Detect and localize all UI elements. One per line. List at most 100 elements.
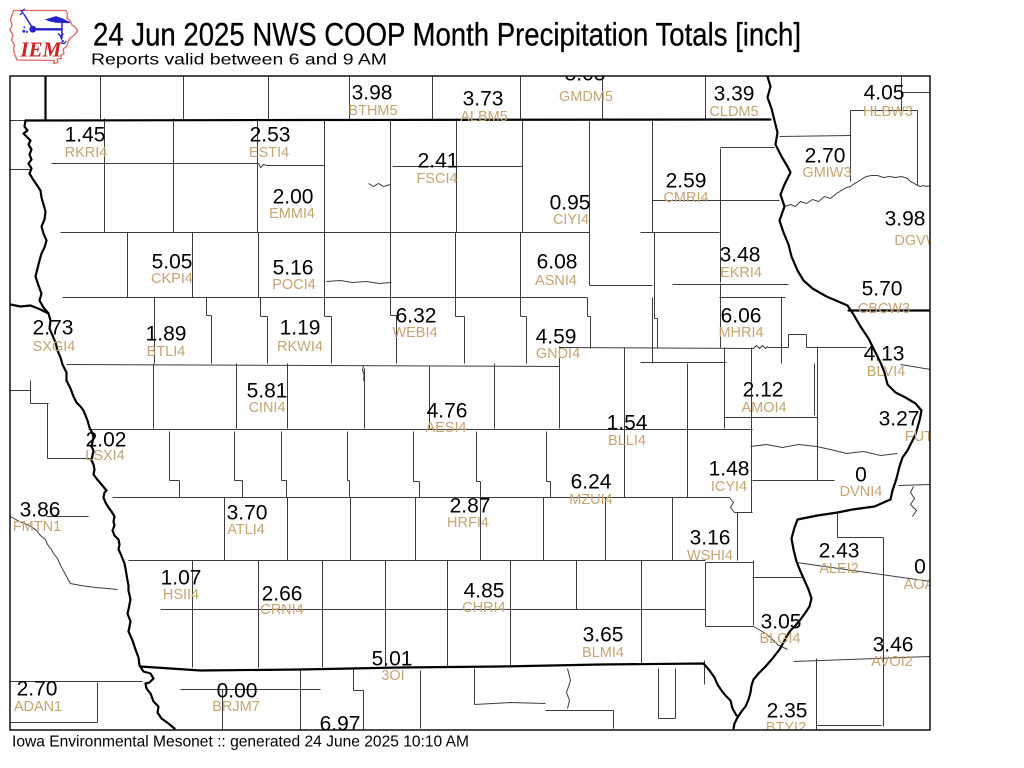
svg-text:0: 0 — [914, 556, 926, 579]
svg-text:GMDM5: GMDM5 — [559, 89, 613, 105]
svg-text:AMOI4: AMOI4 — [741, 400, 786, 416]
svg-text:MHRI4: MHRI4 — [718, 325, 763, 341]
svg-text:3.48: 3.48 — [720, 244, 761, 267]
svg-text:Iowa Environmental Mesonet ::: Iowa Environmental Mesonet :: generated … — [12, 734, 469, 751]
svg-text:ESTI4: ESTI4 — [249, 145, 289, 161]
svg-text:CLDM5: CLDM5 — [709, 104, 758, 120]
svg-text:ALEI2: ALEI2 — [819, 561, 859, 577]
svg-text:CINI4: CINI4 — [248, 400, 285, 416]
svg-text:HSII4: HSII4 — [163, 587, 199, 603]
svg-text:CMRI4: CMRI4 — [663, 190, 708, 206]
svg-text:MZUI4: MZUI4 — [569, 492, 613, 508]
svg-text:WEBI4: WEBI4 — [392, 325, 437, 341]
svg-text:3OI: 3OI — [381, 668, 404, 684]
svg-text:BLMI4: BLMI4 — [582, 645, 624, 661]
svg-text:BRJM7: BRJM7 — [212, 699, 260, 715]
svg-text:24 Jun 2025 NWS COOP Month Pre: 24 Jun 2025 NWS COOP Month Precipitation… — [93, 17, 801, 53]
svg-text:4.13: 4.13 — [864, 343, 905, 366]
svg-text:WSHI4: WSHI4 — [687, 548, 733, 564]
svg-text:1.45: 1.45 — [65, 124, 106, 147]
svg-text:2.59: 2.59 — [666, 170, 707, 193]
svg-text:RKRI4: RKRI4 — [65, 145, 108, 161]
svg-text:BLGI4: BLGI4 — [759, 631, 800, 647]
svg-text:0: 0 — [855, 464, 867, 487]
svg-text:2.02: 2.02 — [86, 429, 127, 452]
svg-text:3.39: 3.39 — [714, 83, 755, 106]
svg-text:1.19: 1.19 — [280, 317, 321, 340]
svg-text:ADAN1: ADAN1 — [14, 699, 62, 715]
svg-text:2.41: 2.41 — [418, 150, 459, 173]
svg-text:EKRI4: EKRI4 — [720, 265, 762, 281]
svg-text:AESI4: AESI4 — [425, 420, 466, 436]
svg-text:3.16: 3.16 — [690, 527, 731, 550]
svg-text:BLVI4: BLVI4 — [867, 364, 905, 380]
svg-text:0.00: 0.00 — [217, 680, 258, 703]
svg-text:3.03: 3.03 — [565, 63, 606, 86]
svg-text:5.81: 5.81 — [247, 380, 288, 403]
svg-text:5.01: 5.01 — [372, 648, 413, 671]
svg-text:2.12: 2.12 — [743, 379, 784, 402]
svg-text:GMIW3: GMIW3 — [802, 165, 851, 181]
svg-text:CBCW3: CBCW3 — [858, 301, 910, 317]
svg-text:1.54: 1.54 — [607, 412, 648, 435]
svg-text:3.98: 3.98 — [885, 208, 926, 231]
svg-text:3.86: 3.86 — [20, 499, 61, 522]
svg-text:1.89: 1.89 — [146, 323, 187, 346]
svg-text:CIYI4: CIYI4 — [553, 212, 589, 228]
svg-text:6.08: 6.08 — [537, 251, 578, 274]
svg-text:FSCI4: FSCI4 — [416, 171, 457, 187]
svg-text:2.00: 2.00 — [273, 186, 314, 209]
svg-text:ICYI4: ICYI4 — [711, 479, 747, 495]
svg-text:BTLI4: BTLI4 — [147, 344, 186, 360]
svg-text:2.66: 2.66 — [262, 583, 303, 606]
svg-text:1.07: 1.07 — [161, 567, 202, 590]
svg-text:CHRI4: CHRI4 — [462, 600, 506, 616]
svg-text:Reports valid between 6 and 9: Reports valid between 6 and 9 AM — [91, 52, 387, 69]
svg-text:3.98: 3.98 — [352, 82, 393, 105]
svg-text:5.70: 5.70 — [862, 278, 903, 301]
svg-text:5.05: 5.05 — [152, 251, 193, 274]
svg-text:BTYI2: BTYI2 — [766, 720, 806, 736]
svg-text:HRFI4: HRFI4 — [447, 515, 489, 531]
svg-text:CKPI4: CKPI4 — [151, 271, 193, 287]
svg-text:ATLI4: ATLI4 — [227, 522, 265, 538]
svg-text:EMMI4: EMMI4 — [269, 206, 315, 222]
svg-text:3.73: 3.73 — [463, 88, 504, 111]
svg-text:BLLI4: BLLI4 — [608, 433, 646, 449]
svg-text:6.24: 6.24 — [571, 471, 612, 494]
svg-text:AOAI2: AOAI2 — [904, 577, 947, 593]
svg-text:4.59: 4.59 — [536, 326, 577, 349]
svg-text:DVNI4: DVNI4 — [840, 484, 883, 500]
svg-text:ALBM5: ALBM5 — [460, 109, 508, 125]
svg-text:3.27: 3.27 — [879, 408, 920, 431]
svg-text:2.43: 2.43 — [819, 540, 860, 563]
svg-text:GNDI4: GNDI4 — [536, 346, 580, 362]
svg-text:4.76: 4.76 — [427, 400, 468, 423]
svg-text:2.35: 2.35 — [767, 700, 808, 723]
svg-text:FMTN1: FMTN1 — [13, 519, 61, 535]
svg-text:CRNI4: CRNI4 — [260, 602, 304, 618]
svg-text:LSXI4: LSXI4 — [85, 448, 125, 464]
svg-text:3.46: 3.46 — [873, 634, 914, 657]
svg-text:IEM: IEM — [20, 38, 63, 62]
svg-text:2.87: 2.87 — [450, 495, 491, 518]
svg-text:4.85: 4.85 — [464, 580, 505, 603]
svg-text:2.70: 2.70 — [805, 145, 846, 168]
svg-text:2.73: 2.73 — [33, 317, 74, 340]
svg-text:6.32: 6.32 — [396, 305, 437, 328]
svg-text:2.53: 2.53 — [250, 124, 291, 147]
svg-text:3.05: 3.05 — [761, 611, 802, 634]
svg-text:1.48: 1.48 — [709, 458, 750, 481]
svg-text:BTHM5: BTHM5 — [348, 103, 397, 119]
svg-text:POCI4: POCI4 — [272, 277, 316, 293]
svg-text:ASNI4: ASNI4 — [535, 273, 577, 289]
svg-text:0.95: 0.95 — [550, 192, 591, 215]
svg-text:FUTI2: FUTI2 — [905, 429, 945, 445]
svg-text:DGVW3: DGVW3 — [894, 233, 947, 249]
svg-text:HLBW3: HLBW3 — [863, 104, 913, 120]
svg-text:6.97: 6.97 — [320, 713, 361, 736]
svg-text:RKWI4: RKWI4 — [277, 339, 323, 355]
svg-text:SXGI4: SXGI4 — [33, 339, 76, 355]
svg-text:2.70: 2.70 — [17, 678, 58, 701]
svg-text:6.06: 6.06 — [721, 305, 762, 328]
